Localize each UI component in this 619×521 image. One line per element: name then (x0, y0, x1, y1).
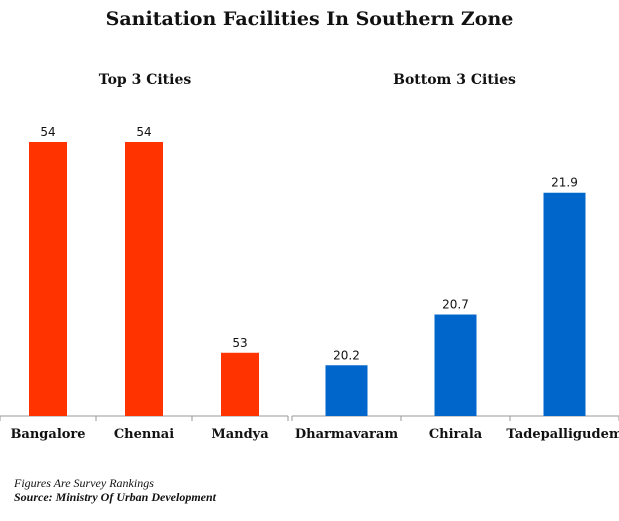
category-label-bangalore: Bangalore (10, 427, 85, 442)
bar-dharmavaram (325, 365, 368, 416)
panel-title-bottom: Bottom 3 Cities (393, 72, 516, 88)
category-label-tadepalligudem: Tadepalligudem (506, 427, 619, 442)
bar-mandya (221, 352, 259, 416)
category-label-chirala: Chirala (429, 427, 483, 442)
footnote-note: Figures Are Survey Rankings (14, 476, 154, 490)
category-label-mandya: Mandya (211, 427, 269, 442)
bar-bangalore (29, 142, 67, 416)
bar-chennai (125, 142, 163, 416)
data-label-bangalore: 54 (40, 125, 55, 139)
category-label-chennai: Chennai (114, 427, 174, 442)
data-label-mandya: 53 (232, 336, 247, 350)
data-label-chennai: 54 (136, 125, 151, 139)
category-label-dharmavaram: Dharmavaram (295, 427, 398, 442)
data-label-dharmavaram: 20.2 (333, 348, 360, 362)
panel-title-top: Top 3 Cities (98, 72, 192, 88)
data-label-chirala: 20.7 (442, 298, 469, 312)
bar-chirala (434, 314, 477, 416)
chart-title: Sanitation Facilities In Southern Zone (105, 8, 514, 30)
footnote-source: Source: Ministry Of Urban Development (14, 490, 216, 504)
bar-tadepalligudem (543, 192, 586, 416)
data-label-tadepalligudem: 21.9 (551, 176, 578, 190)
